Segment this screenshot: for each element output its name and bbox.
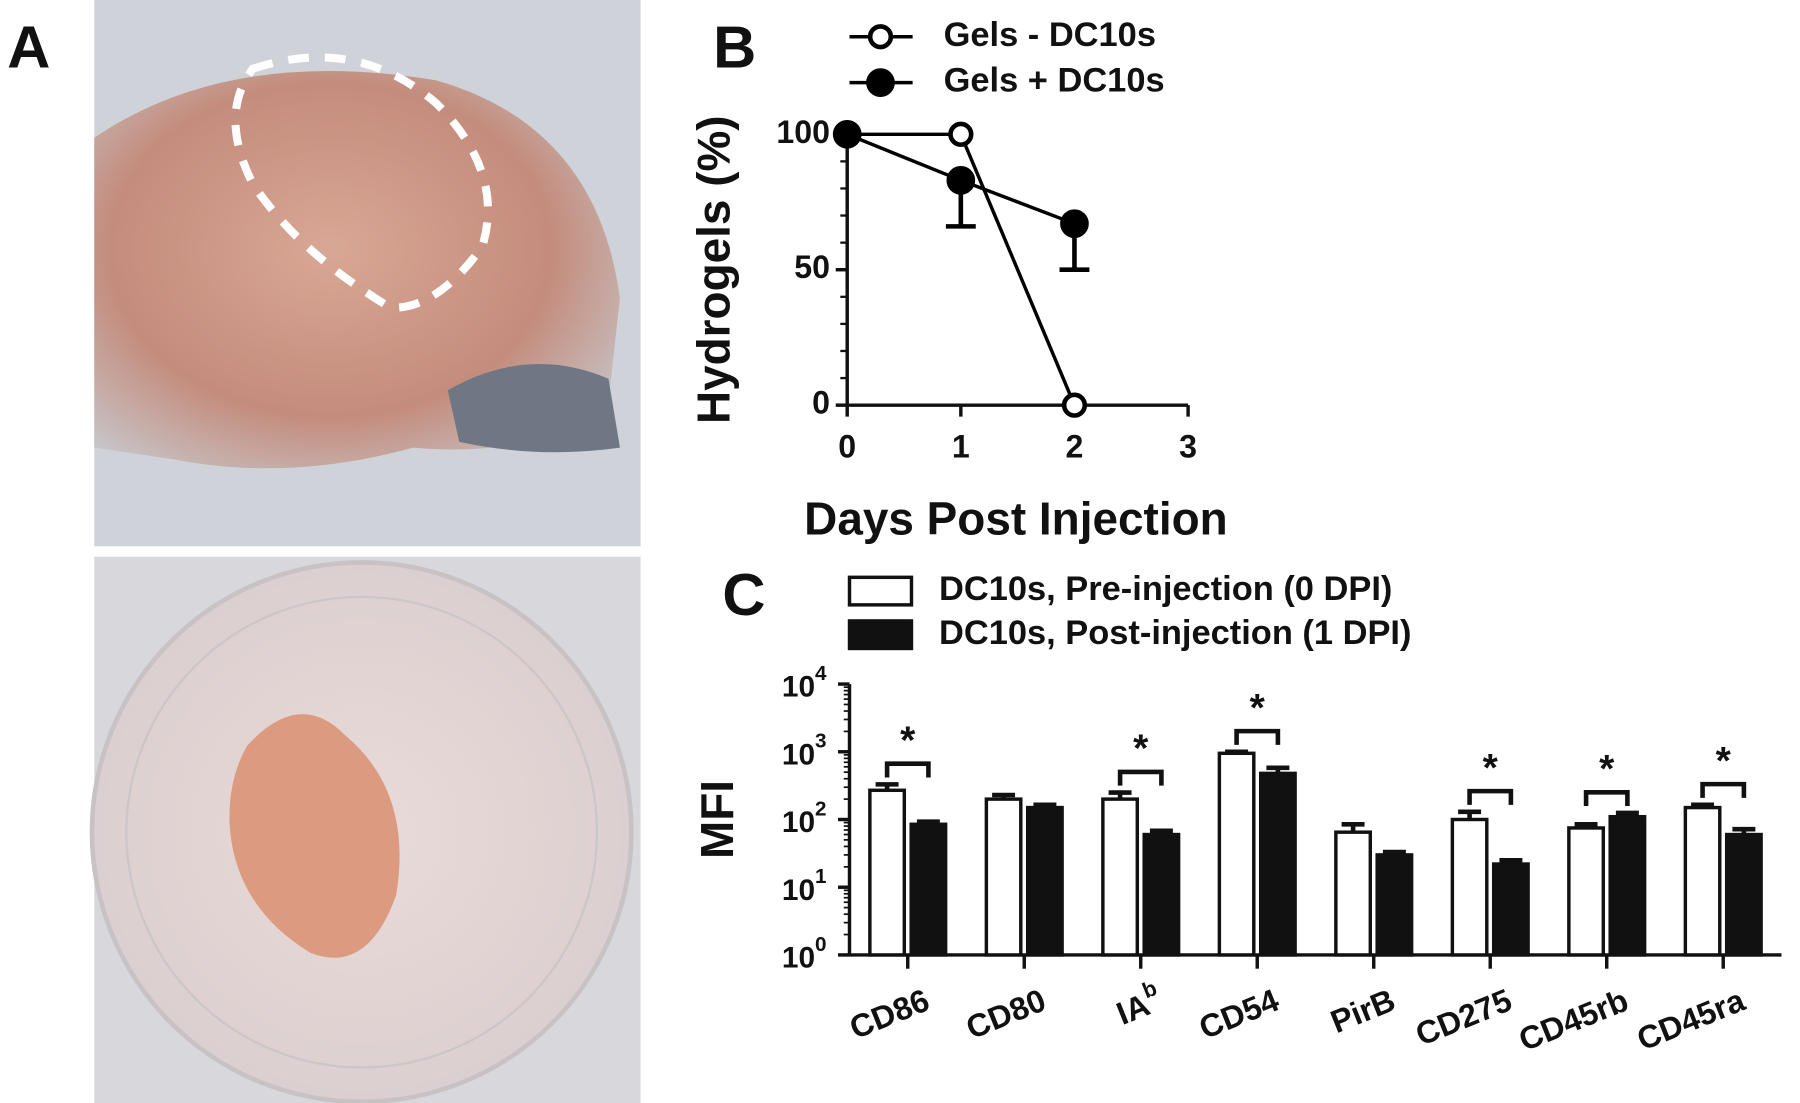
y-tick-label: 100 [776, 114, 830, 150]
y-tick-exponent: 3 [815, 730, 826, 753]
significance-label: * [1250, 687, 1266, 730]
legend-label: DC10s, Post-injection (1 DPI) [939, 614, 1411, 652]
y-tick-label: 0 [812, 385, 830, 421]
y-tick-base: 10 [782, 738, 815, 771]
y-tick-base: 10 [782, 874, 815, 907]
y-axis-label: MFI [691, 780, 743, 859]
x-tick-label: CD80 [961, 982, 1051, 1046]
bar [909, 822, 948, 957]
y-tick-label: 101 [782, 865, 827, 906]
y-tick-label: 102 [782, 798, 827, 839]
y-tick-base: 10 [782, 806, 815, 839]
panel-label: C [722, 561, 765, 628]
significance-label: * [1483, 747, 1499, 790]
y-tick-exponent: 4 [815, 662, 827, 685]
bar [868, 788, 907, 957]
y-tick-label: 103 [782, 730, 827, 771]
bar [1217, 751, 1256, 957]
significance-bracket [1467, 788, 1514, 805]
legend-marker [867, 24, 894, 50]
x-tick-label: 1 [952, 428, 970, 464]
y-tick-exponent: 1 [815, 865, 826, 888]
x-tick-label: CD54 [1194, 982, 1284, 1046]
legend-label: Gels + DC10s [944, 62, 1165, 100]
significance-bracket [1234, 728, 1281, 745]
x-tick-label: CD45rb [1514, 982, 1633, 1058]
y-axis-label: Hydrogels (%) [688, 115, 740, 424]
y-tick-label: 50 [794, 249, 830, 285]
y-tick-label: 104 [782, 662, 827, 703]
panel-label: A [7, 13, 50, 80]
x-tick-label: PirB [1325, 982, 1400, 1040]
legend-label: Gels - DC10s [944, 16, 1156, 54]
bar [984, 797, 1023, 957]
y-tick-base: 10 [782, 671, 815, 704]
significance-label: * [900, 719, 916, 762]
x-tick-label: 3 [1179, 428, 1197, 464]
legend-swatch [847, 619, 914, 651]
y-tick-exponent: 2 [815, 798, 826, 821]
bar [1142, 832, 1181, 957]
bar [1101, 797, 1140, 957]
x-tick-label: CD86 [845, 982, 935, 1046]
significance-label: * [1599, 748, 1615, 791]
marker [946, 165, 976, 195]
x-tick-label: CD45ra [1632, 981, 1751, 1057]
significance-bracket [1117, 769, 1164, 786]
marker [948, 121, 974, 147]
significance-bracket [1700, 781, 1747, 798]
bar [1608, 814, 1647, 957]
significance-bracket [1583, 789, 1630, 807]
x-tick-label: 0 [838, 428, 856, 464]
panel-label: B [713, 13, 756, 80]
marker [1060, 209, 1089, 239]
y-tick-base: 10 [782, 941, 815, 974]
bar [1334, 830, 1373, 957]
significance-label: * [1133, 728, 1149, 771]
bar [1683, 805, 1722, 957]
significance-bracket [884, 761, 931, 778]
x-tick-label: IAb [1109, 975, 1167, 1032]
significance-label: * [1716, 740, 1732, 783]
x-tick-label: CD275 [1410, 982, 1516, 1053]
x-tick-label: 2 [1066, 428, 1084, 464]
legend-label: DC10s, Pre-injection (0 DPI) [939, 570, 1392, 608]
bar [1450, 817, 1489, 957]
photo-hydrogel [89, 556, 641, 1103]
bar [1491, 862, 1530, 957]
legend-marker [866, 68, 895, 97]
y-tick-label: 100 [782, 933, 827, 974]
bar [1025, 805, 1064, 957]
marker [832, 119, 862, 149]
bar [1567, 826, 1606, 957]
bar [1724, 832, 1763, 957]
photo-mouse [94, 0, 641, 547]
bar [1375, 853, 1414, 957]
legend-swatch [847, 575, 914, 607]
bar [1258, 771, 1297, 957]
y-tick-exponent: 0 [815, 933, 826, 956]
x-axis-label: Days Post Injection [804, 492, 1227, 544]
marker [1061, 392, 1088, 418]
